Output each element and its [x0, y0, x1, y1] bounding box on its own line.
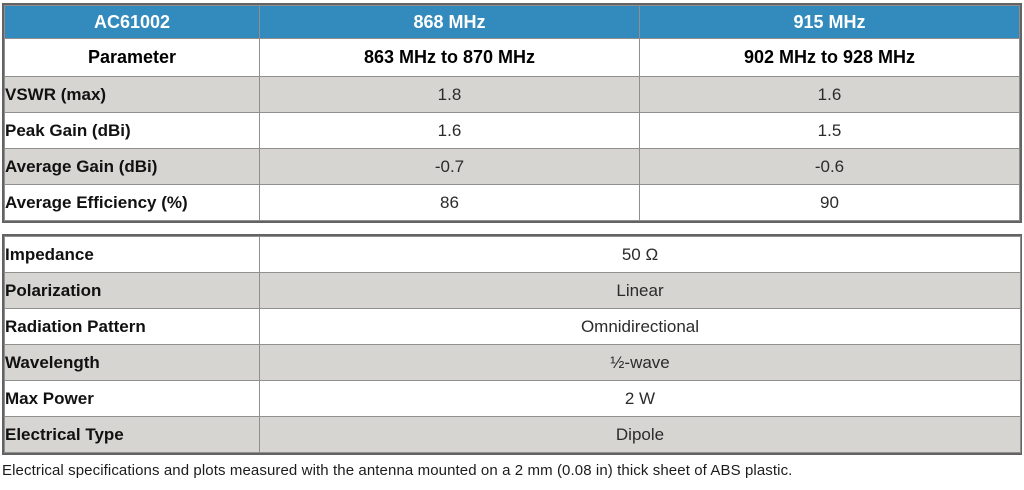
average-gain-label: Average Gain (dBi) [4, 148, 260, 185]
parameter-label-cell: Parameter [4, 38, 260, 77]
vswr-label: VSWR (max) [4, 76, 260, 113]
table-row-max-power: Max Power 2 W [4, 380, 1021, 417]
table-row-average-efficiency: Average Efficiency (%) 86 90 [4, 184, 1020, 221]
table-row-polarization: Polarization Linear [4, 272, 1021, 309]
peak-gain-868-value: 1.6 [259, 112, 640, 149]
radiation-pattern-label: Radiation Pattern [4, 308, 260, 345]
table-row-peak-gain: Peak Gain (dBi) 1.6 1.5 [4, 112, 1020, 149]
wavelength-label: Wavelength [4, 344, 260, 381]
table-row-radiation-pattern: Radiation Pattern Omnidirectional [4, 308, 1021, 345]
average-efficiency-label: Average Efficiency (%) [4, 184, 260, 221]
electrical-type-value: Dipole [259, 416, 1021, 453]
impedance-value: 50 Ω [259, 236, 1021, 273]
table-gap [2, 223, 1022, 234]
table-row-impedance: Impedance 50 Ω [4, 236, 1021, 273]
range-868-cell: 863 MHz to 870 MHz [259, 38, 640, 77]
max-power-value: 2 W [259, 380, 1021, 417]
polarization-value: Linear [259, 272, 1021, 309]
average-efficiency-868-value: 86 [259, 184, 640, 221]
table-row-electrical-type: Electrical Type Dipole [4, 416, 1021, 453]
band-915-header-cell: 915 MHz [639, 5, 1020, 39]
peak-gain-915-value: 1.5 [639, 112, 1020, 149]
rf-performance-table: AC61002 868 MHz 915 MHz Parameter 863 MH… [4, 5, 1020, 221]
polarization-label: Polarization [4, 272, 260, 309]
measurement-footnote: Electrical specifications and plots meas… [2, 462, 793, 479]
peak-gain-label: Peak Gain (dBi) [4, 112, 260, 149]
parameter-subheader-row: Parameter 863 MHz to 870 MHz 902 MHz to … [4, 38, 1020, 77]
range-915-cell: 902 MHz to 928 MHz [639, 38, 1020, 77]
wavelength-value: ½-wave [259, 344, 1021, 381]
electrical-type-label: Electrical Type [4, 416, 260, 453]
vswr-915-value: 1.6 [639, 76, 1020, 113]
general-spec-table-wrap: Impedance 50 Ω Polarization Linear Radia… [2, 234, 1022, 455]
band-868-header-cell: 868 MHz [259, 5, 640, 39]
table-header-row: AC61002 868 MHz 915 MHz [4, 5, 1020, 39]
average-gain-868-value: -0.7 [259, 148, 640, 185]
vswr-868-value: 1.8 [259, 76, 640, 113]
impedance-label: Impedance [4, 236, 260, 273]
table-row-average-gain: Average Gain (dBi) -0.7 -0.6 [4, 148, 1020, 185]
average-efficiency-915-value: 90 [639, 184, 1020, 221]
model-header-cell: AC61002 [4, 5, 260, 39]
table-row-wavelength: Wavelength ½-wave [4, 344, 1021, 381]
max-power-label: Max Power [4, 380, 260, 417]
average-gain-915-value: -0.6 [639, 148, 1020, 185]
table-row-vswr: VSWR (max) 1.8 1.6 [4, 76, 1020, 113]
rf-performance-table-wrap: AC61002 868 MHz 915 MHz Parameter 863 MH… [2, 3, 1022, 223]
radiation-pattern-value: Omnidirectional [259, 308, 1021, 345]
general-spec-table: Impedance 50 Ω Polarization Linear Radia… [4, 236, 1021, 453]
